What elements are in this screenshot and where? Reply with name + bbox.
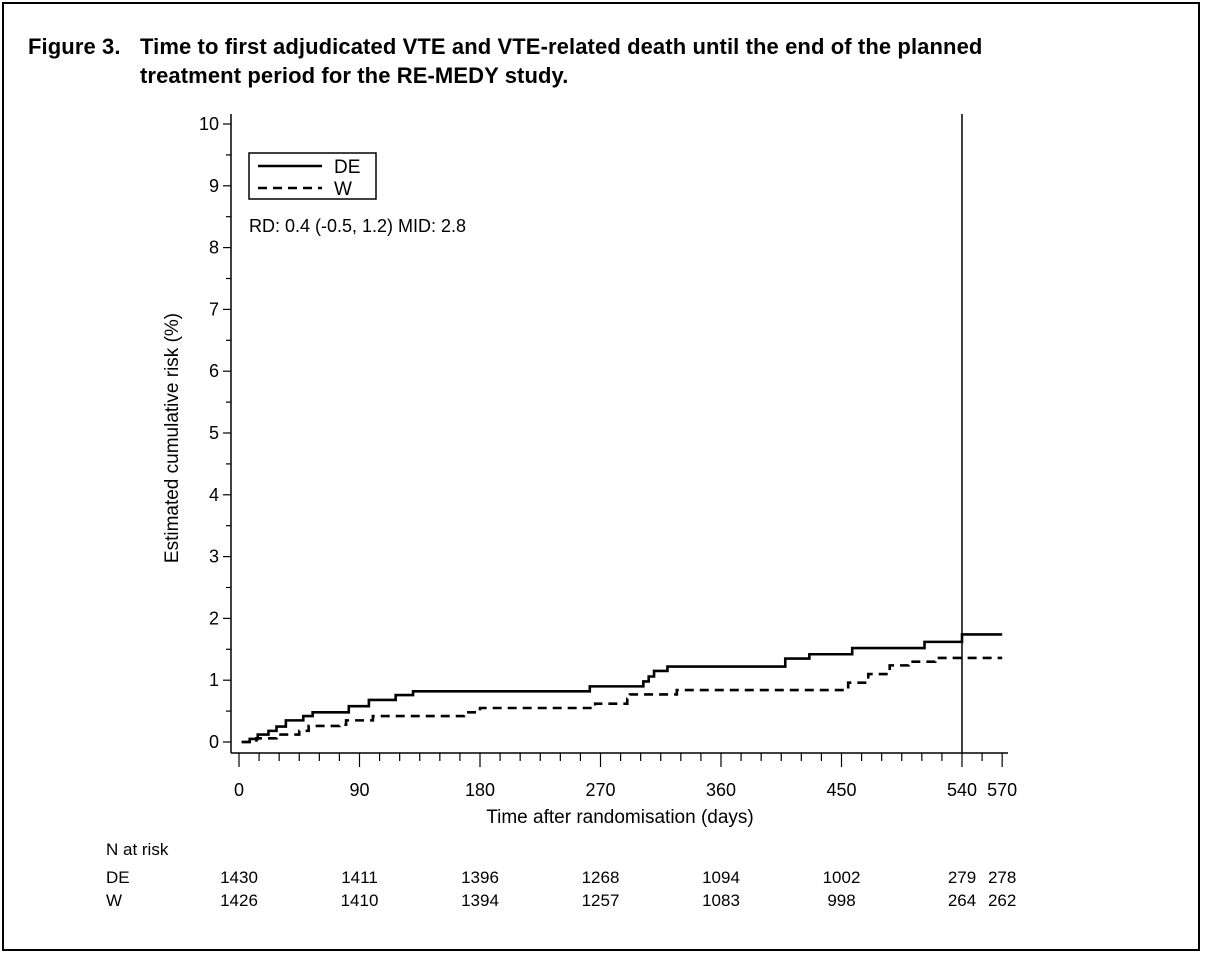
figure-number: Figure 3. bbox=[28, 34, 121, 59]
x-tick-label: 360 bbox=[706, 780, 736, 800]
y-tick-label: 5 bbox=[209, 423, 219, 443]
x-axis-label: Time after randomisation (days) bbox=[486, 807, 754, 828]
legend-box bbox=[248, 152, 377, 200]
x-tick-label: 0 bbox=[234, 780, 244, 800]
y-tick-label: 0 bbox=[209, 732, 219, 752]
series-w-curve bbox=[241, 656, 1003, 744]
series-de-curve bbox=[241, 633, 1003, 744]
x-tick-label: 270 bbox=[585, 780, 615, 800]
title-line-2: treatment period for the RE-MEDY study. bbox=[140, 63, 569, 88]
x-tick-label: 450 bbox=[826, 780, 856, 800]
x-tick-label: 540 bbox=[947, 780, 977, 800]
y-tick-label: 3 bbox=[209, 547, 219, 567]
legend-label-de: DE bbox=[334, 157, 360, 178]
figure-title: Figure 3. Time to first adjudicated VTE a… bbox=[28, 32, 982, 90]
y-tick-label: 4 bbox=[209, 485, 219, 505]
x-tick-label: 570 bbox=[987, 780, 1017, 800]
y-tick-label: 10 bbox=[199, 114, 219, 134]
y-tick-label: 7 bbox=[209, 299, 219, 319]
y-tick-label: 1 bbox=[209, 670, 219, 690]
title-line-1: Time to first adjudicated VTE and VTE-re… bbox=[140, 34, 983, 59]
x-tick-label: 90 bbox=[349, 780, 369, 800]
y-axis-label: Estimated cumulative risk (%) bbox=[162, 313, 183, 563]
legend-label-w: W bbox=[334, 179, 352, 200]
y-tick-label: 6 bbox=[209, 361, 219, 381]
y-tick-label: 9 bbox=[209, 176, 219, 196]
x-tick-label: 180 bbox=[465, 780, 495, 800]
y-tick-label: 2 bbox=[209, 608, 219, 628]
rd-mid-annotation: RD: 0.4 (-0.5, 1.2) MID: 2.8 bbox=[249, 216, 466, 236]
y-tick-label: 8 bbox=[209, 238, 219, 258]
